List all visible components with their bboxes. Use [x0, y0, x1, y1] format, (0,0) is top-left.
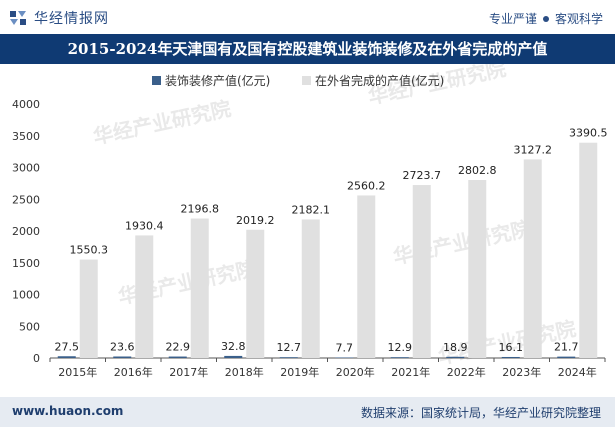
x-tick-label: 2016年 — [114, 365, 153, 379]
x-tick-label: 2023年 — [502, 365, 541, 379]
bar-out-of-province-3 — [190, 218, 209, 358]
y-tick-label: 1000 — [12, 289, 40, 302]
data-label-out-of-province-10: 3390.5 — [569, 127, 608, 140]
x-tick-label: 2019年 — [280, 365, 319, 379]
data-label-decoration-6: 7.7 — [336, 342, 354, 355]
x-tick-label: 2017年 — [169, 365, 208, 379]
slogan-left: 专业严谨 — [488, 12, 537, 26]
huajing-logo-icon — [10, 11, 26, 25]
data-label-decoration-7: 12.9 — [388, 341, 413, 354]
bar-decoration-1 — [57, 356, 76, 358]
bar-decoration-10 — [557, 356, 576, 358]
y-tick-label: 2000 — [12, 225, 40, 238]
bar-chart: 华经产业研究院华经产业研究院华经产业研究院华经产业研究院华经产业研究院装饰装修产… — [12, 64, 608, 379]
bar-out-of-province-1 — [79, 259, 98, 358]
x-tick-label: 2022年 — [447, 365, 486, 379]
slogan-dot-icon — [542, 16, 549, 22]
y-tick-label: 4000 — [12, 98, 40, 111]
bar-out-of-province-2 — [135, 235, 154, 358]
bar-out-of-province-10 — [579, 142, 598, 358]
data-label-decoration-8: 18.9 — [443, 341, 468, 354]
x-tick-label: 2024年 — [558, 365, 597, 379]
bar-out-of-province-5 — [301, 219, 320, 358]
bar-decoration-5 — [279, 357, 298, 358]
data-label-decoration-3: 22.9 — [166, 341, 191, 354]
data-label-decoration-10: 21.7 — [554, 341, 579, 354]
x-tick-label: 2021年 — [391, 365, 430, 379]
brand-name: 华经情报网 — [34, 11, 109, 27]
legend-label-1: 装饰装修产值(亿元) — [165, 73, 270, 88]
bar-out-of-province-4 — [246, 229, 265, 358]
data-label-out-of-province-6: 2560.2 — [347, 179, 386, 192]
bar-decoration-8 — [446, 356, 465, 358]
slogan-right: 客观科学 — [554, 12, 603, 26]
data-label-out-of-province-2: 1930.4 — [125, 219, 164, 232]
data-label-out-of-province-4: 2019.2 — [236, 214, 275, 227]
data-label-decoration-4: 32.8 — [221, 340, 246, 353]
data-label-out-of-province-7: 2723.7 — [403, 169, 442, 182]
y-tick-label: 2500 — [12, 193, 40, 206]
data-label-decoration-9: 16.1 — [499, 341, 524, 354]
data-source: 数据来源：国家统计局，华经产业研究院整理 — [360, 406, 601, 420]
bar-decoration-4 — [224, 355, 243, 358]
bar-out-of-province-8 — [468, 180, 487, 358]
y-tick-label: 3000 — [12, 162, 40, 175]
watermark-logo: 华经产业研究院 — [91, 96, 233, 149]
data-label-out-of-province-5: 2182.1 — [292, 203, 331, 216]
bar-out-of-province-6 — [357, 195, 376, 358]
data-label-decoration-2: 23.6 — [110, 341, 135, 354]
x-tick-label: 2020年 — [336, 365, 375, 379]
bar-decoration-3 — [168, 356, 187, 358]
bar-decoration-2 — [113, 356, 132, 358]
y-tick-label: 500 — [19, 320, 40, 333]
bar-decoration-9 — [501, 356, 520, 358]
data-label-out-of-province-3: 2196.8 — [181, 203, 220, 216]
y-tick-label: 3500 — [12, 130, 40, 143]
data-label-out-of-province-8: 2802.8 — [458, 164, 497, 177]
legend-swatch-1 — [152, 76, 161, 85]
legend-swatch-2 — [302, 76, 311, 85]
chart-title: 2015-2024年天津国有及国有控股建筑业装饰装修及在外省完成的产值 — [0, 34, 615, 64]
data-label-out-of-province-1: 1550.3 — [70, 244, 109, 257]
data-label-decoration-5: 12.7 — [277, 341, 302, 354]
footer: www.huaon.com 数据来源：国家统计局，华经产业研究院整理 — [0, 397, 615, 427]
x-tick-label: 2015年 — [58, 365, 97, 379]
bar-decoration-7 — [390, 357, 409, 358]
footer-url[interactable]: www.huaon.com — [12, 404, 124, 418]
x-tick-label: 2018年 — [225, 365, 264, 379]
header: 华经情报网 专业严谨 客观科学 — [0, 0, 615, 34]
watermark-logo: 华经产业研究院 — [391, 216, 533, 269]
slogan: 专业严谨 客观科学 — [489, 10, 603, 27]
y-tick-label: 1500 — [12, 257, 40, 270]
bar-decoration-6 — [335, 357, 354, 359]
bar-out-of-province-9 — [523, 159, 542, 358]
data-label-out-of-province-9: 3127.2 — [514, 143, 553, 156]
bar-out-of-province-7 — [412, 185, 431, 358]
legend-label-2: 在外省完成的产值(亿元) — [315, 73, 444, 88]
y-tick-label: 0 — [33, 352, 40, 365]
data-label-decoration-1: 27.5 — [55, 340, 80, 353]
